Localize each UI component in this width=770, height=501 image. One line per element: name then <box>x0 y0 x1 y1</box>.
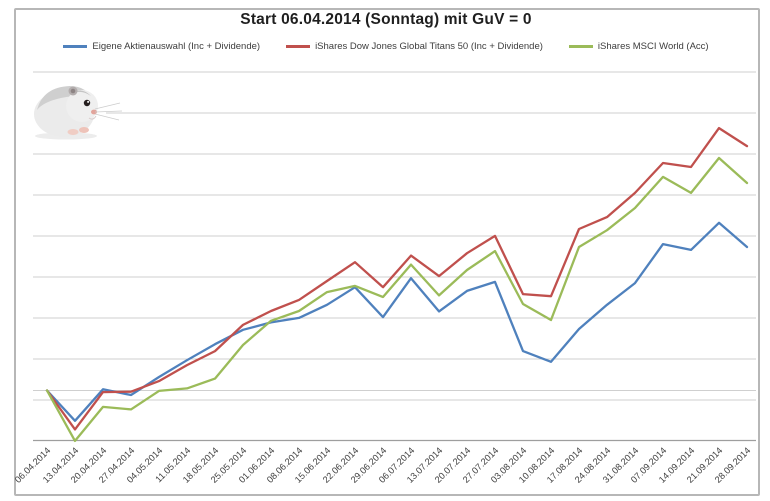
series-line-0 <box>45 221 749 422</box>
legend-item-dow-jones-global-titans: iShares Dow Jones Global Titans 50 (Inc … <box>286 41 543 52</box>
series-line-2 <box>45 156 749 443</box>
legend-item-label: iShares Dow Jones Global Titans 50 (Inc … <box>315 41 543 52</box>
legend-item-eigene-aktienauswahl: Eigene Aktienauswahl (Inc + Dividende) <box>63 41 260 52</box>
chart-legend: Eigene Aktienauswahl (Inc + Dividende) i… <box>14 41 758 52</box>
legend-item-msci-world: iShares MSCI World (Acc) <box>568 41 709 52</box>
legend-item-label: iShares MSCI World (Acc) <box>597 41 709 52</box>
chart-title: Start 06.04.2014 (Sonntag) mit GuV = 0 <box>240 11 532 28</box>
legend-item-label: Eigene Aktienauswahl (Inc + Dividende) <box>92 41 261 52</box>
legend-line-swatch-red <box>286 45 311 48</box>
hamster-photo <box>28 74 124 142</box>
hamster-illustration <box>28 74 123 142</box>
chart-frame <box>14 8 760 496</box>
series-line-1 <box>45 126 749 431</box>
legend-line-swatch-green <box>568 45 593 48</box>
legend-line-swatch-blue <box>63 45 88 48</box>
